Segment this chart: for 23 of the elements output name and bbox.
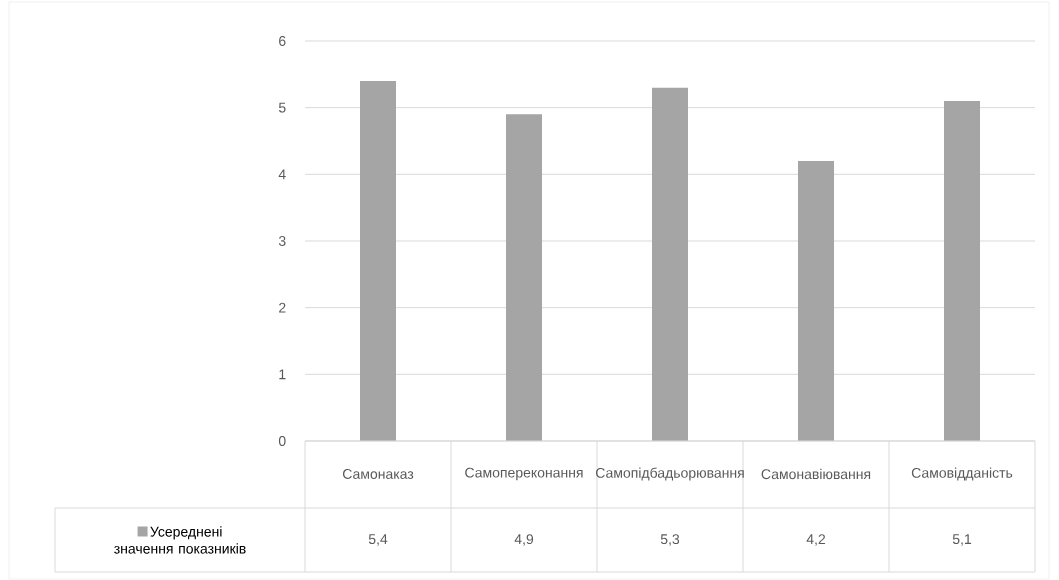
- data-label: 4,2: [806, 534, 826, 546]
- bar: [798, 160, 835, 441]
- x-tick-label: Самонавіювання: [761, 468, 871, 480]
- bar: [944, 100, 981, 441]
- x-tick-label: Самопереконання: [465, 467, 583, 481]
- x-tick-label: Самовідданість: [911, 467, 1013, 481]
- y-tick-label: 3: [278, 236, 286, 246]
- y-tick-label: 1: [279, 369, 286, 380]
- y-tick-label: 5: [278, 102, 286, 113]
- data-label: 5,3: [660, 534, 680, 546]
- bar: [506, 114, 543, 441]
- y-tick-label: 2: [279, 302, 286, 313]
- bar: [360, 80, 397, 441]
- y-tick-label: 6: [279, 36, 286, 46]
- x-tick-label: Самонаказ: [343, 469, 414, 479]
- data-label: 5,4: [368, 534, 388, 546]
- data-label: 4,9: [514, 534, 534, 546]
- y-tick-label: 4: [278, 169, 286, 180]
- bar: [652, 87, 689, 441]
- y-tick-label: 0: [278, 436, 286, 446]
- data-label: 5,1: [952, 534, 972, 546]
- x-tick-label: Самопідбадьорювання: [596, 467, 744, 481]
- legend-label: Усереднені значення показників: [114, 526, 246, 554]
